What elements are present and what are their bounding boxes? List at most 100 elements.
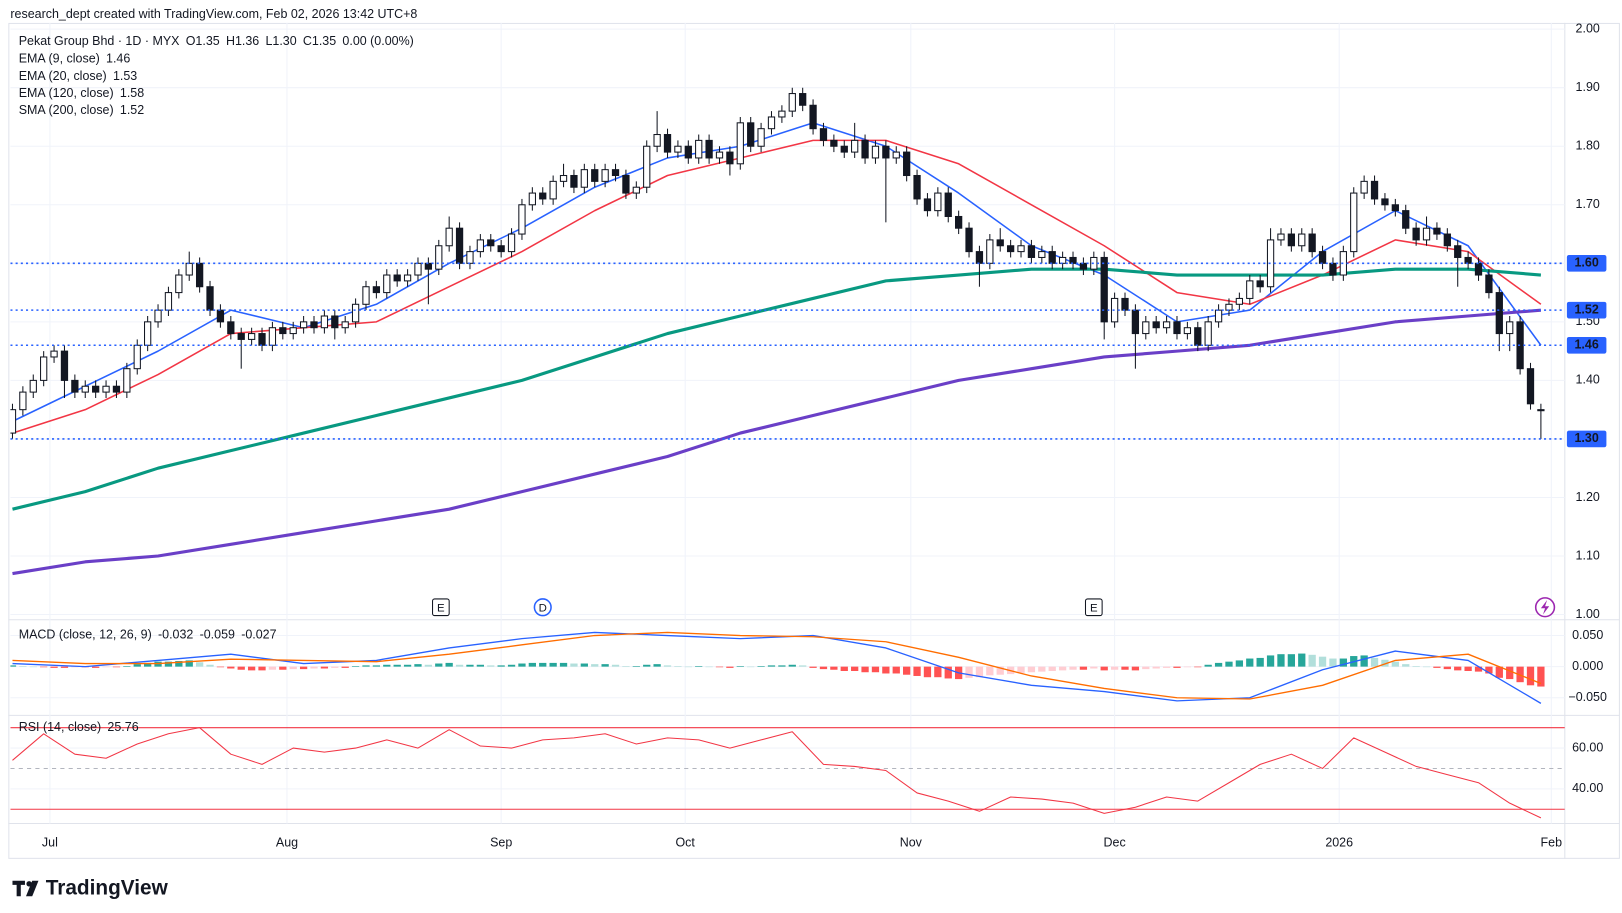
macd-histogram-bar: [1266, 655, 1275, 667]
candle-body: [1350, 192, 1358, 253]
macd-histogram-bar: [279, 666, 287, 670]
y-tick-label: 40.00: [1572, 781, 1603, 795]
event-marker: [432, 598, 450, 617]
macd-histogram-bar: [611, 664, 620, 667]
macd-histogram-bar: [40, 666, 48, 668]
indicator-line: [12, 122, 1542, 423]
rsi-legend: RSI (14, close): [19, 720, 101, 734]
macd-histogram-bar: [50, 666, 58, 668]
macd-histogram-bar: [851, 666, 859, 671]
macd-histogram-bar: [913, 666, 921, 676]
candle-body: [216, 309, 225, 323]
candle-body: [60, 350, 69, 381]
legend-value: 25.76: [107, 720, 138, 734]
candle-body: [1360, 180, 1368, 194]
x-tick-label: Jul: [42, 836, 58, 850]
candle-body: [1027, 245, 1036, 258]
indicator-line: [12, 139, 1542, 434]
brand-name: TradingView: [46, 877, 169, 900]
macd-histogram-bar: [788, 664, 796, 667]
candle-body: [1526, 368, 1535, 405]
candle-body: [414, 262, 422, 276]
candle-body: [10, 409, 17, 434]
y-tick-label: 1.80: [1576, 139, 1600, 153]
macd-histogram-bar: [403, 664, 412, 667]
candle-body: [830, 139, 838, 147]
candle-body: [1308, 233, 1316, 253]
macd-histogram-bar: [1339, 658, 1347, 667]
x-tick-label: Oct: [675, 836, 695, 850]
macd-histogram-bar: [923, 666, 932, 678]
candle-body: [185, 262, 193, 276]
candle-body: [29, 379, 37, 393]
y-tick-label: 1.10: [1576, 548, 1600, 562]
macd-histogram-bar: [632, 666, 640, 667]
macd-histogram-bar: [559, 662, 568, 667]
macd-histogram-bar: [1131, 666, 1140, 671]
brand-logo: [12, 880, 39, 897]
chart-frame: [8, 22, 1620, 859]
candle-body: [1464, 256, 1472, 264]
macd-histogram-bar: [1079, 666, 1088, 670]
candle-body: [1287, 233, 1296, 247]
candle-body: [1506, 321, 1514, 335]
candle-body: [1069, 256, 1077, 264]
candle-body: [601, 169, 609, 182]
candle-body: [1402, 210, 1410, 229]
candle-body: [258, 333, 266, 346]
x-tick-label: Feb: [1541, 836, 1563, 850]
candle-body: [684, 145, 692, 159]
candle-body: [1079, 262, 1088, 270]
candle-body: [632, 186, 640, 194]
event-label: E: [437, 602, 445, 614]
event-label: D: [539, 602, 547, 614]
candle-body: [1194, 327, 1202, 346]
candle-body: [580, 169, 588, 188]
candle-body: [1173, 321, 1181, 335]
candle-body: [1058, 256, 1067, 264]
symbol: Pekat Group Bhd · 1D · MYX: [19, 34, 180, 48]
macd-histogram-bar: [455, 664, 464, 667]
candle-body: [310, 321, 318, 329]
macd-histogram-bar: [19, 666, 27, 667]
macd-histogram-bar: [747, 666, 755, 668]
candle-body: [975, 251, 984, 264]
candle-body: [1422, 227, 1431, 241]
candle-body: [715, 151, 724, 159]
legend-value: -0.027: [241, 628, 276, 642]
event-marker: [1084, 598, 1103, 617]
candle-body: [788, 93, 796, 112]
macd-histogram-bar: [840, 666, 848, 671]
candle-body: [518, 204, 526, 235]
macd-histogram-bar: [705, 666, 713, 668]
macd-histogram-bar: [1069, 666, 1077, 670]
y-tick-label: 1.40: [1576, 373, 1600, 387]
macd-histogram-bar: [372, 665, 381, 667]
candle-body: [19, 391, 27, 411]
attribution: research_dept created with TradingView.c…: [10, 7, 417, 21]
macd-histogram-bar: [1433, 666, 1441, 668]
candle-body: [1152, 321, 1160, 329]
price-label: 1.52: [1575, 302, 1599, 316]
candle-body: [279, 327, 287, 335]
macd-histogram-bar: [518, 663, 526, 667]
macd-histogram-bar: [1370, 657, 1379, 667]
candle-body: [341, 321, 349, 329]
candle-body: [1214, 309, 1223, 323]
candle-body: [362, 286, 370, 305]
candle-body: [611, 169, 620, 177]
candle-body: [986, 239, 994, 264]
ohlc-value: C1.35: [303, 34, 336, 48]
macd-histogram-bar: [1412, 666, 1420, 667]
macd-histogram-bar: [1183, 666, 1192, 668]
macd-histogram-bar: [601, 664, 609, 667]
candle-body: [320, 315, 329, 329]
macd-histogram-bar: [1058, 666, 1067, 671]
macd-histogram-bar: [102, 666, 110, 668]
indicator-line: [12, 267, 1542, 511]
macd-histogram-bar: [1360, 655, 1368, 667]
macd-pane: [10, 631, 1545, 704]
macd-histogram-bar: [1443, 666, 1451, 670]
legend-name: SMA (200, close): [19, 103, 114, 117]
